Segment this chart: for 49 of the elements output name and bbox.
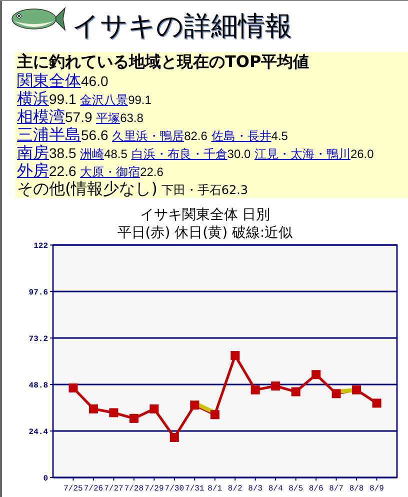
point xyxy=(109,408,118,418)
point xyxy=(312,370,321,380)
point xyxy=(150,404,159,414)
x-tick-label: 7/31 xyxy=(185,484,204,494)
point xyxy=(68,383,78,392)
point xyxy=(170,432,179,442)
point xyxy=(88,404,98,414)
point xyxy=(230,351,240,360)
x-tick-label: 8/4 xyxy=(268,484,283,494)
point xyxy=(129,414,138,423)
text: 主に釣れている地域と現在のTOP平均値 xyxy=(17,52,310,72)
x-tick-label: 8/6 xyxy=(308,484,324,494)
point xyxy=(190,400,200,410)
x-tick-label: 7/29 xyxy=(144,484,164,494)
y-tick-label: 0 xyxy=(43,474,48,484)
point xyxy=(291,387,300,396)
chart-title: イサキ関東全体 日別 xyxy=(140,207,270,223)
x-tick-label: 7/30 xyxy=(164,484,184,494)
x-tick-label: 7/27 xyxy=(104,484,124,494)
x-tick-label: 7/28 xyxy=(124,484,144,494)
x-tick-label: 8/7 xyxy=(329,484,344,494)
point xyxy=(332,389,341,398)
point xyxy=(352,385,362,394)
x-tick-label: 8/9 xyxy=(370,484,384,494)
text: 相模湾57.9 平塚63.8 xyxy=(17,107,144,126)
text: 関東全体46.0 xyxy=(17,71,108,90)
y-tick-label: 73.2 xyxy=(28,335,48,344)
y-tick-label: 122 xyxy=(34,242,48,251)
point xyxy=(210,410,220,420)
text: 外房22.6 大原・御宿22.6 xyxy=(17,161,164,180)
y-tick-label: 48.8 xyxy=(28,382,48,390)
text: 横浜99.1 金沢八景99.1 xyxy=(17,89,152,108)
x-tick-label: 8/3 xyxy=(248,484,263,494)
point xyxy=(271,382,280,391)
x-tick-label: 8/1 xyxy=(208,484,222,494)
y-tick-label: 24.4 xyxy=(28,428,48,437)
text: イサキの詳細情報 xyxy=(72,10,292,44)
point xyxy=(372,398,382,408)
text: 三浦半島56.6 久里浜・鴨居82.6 佐島・長井4.5 xyxy=(17,125,288,144)
text: 南房38.5 洲崎48.5 白浜・布良・千倉30.0 江見・太海・鴨川26.0 xyxy=(17,143,374,162)
x-tick-label: 8/5 xyxy=(288,484,304,494)
chart-subtitle: 平日(赤) 休日(黄) 破線:近似 xyxy=(117,225,293,241)
text: その他(情報少なし) 下田・手石62.3 xyxy=(17,179,248,198)
x-tick-label: 7/25 xyxy=(64,484,84,494)
point xyxy=(250,385,260,394)
x-tick-label: 8/8 xyxy=(349,484,364,494)
y-tick-label: 97.6 xyxy=(28,288,48,298)
x-tick-label: 8/2 xyxy=(228,484,243,494)
x-tick-label: 7/26 xyxy=(84,484,104,494)
